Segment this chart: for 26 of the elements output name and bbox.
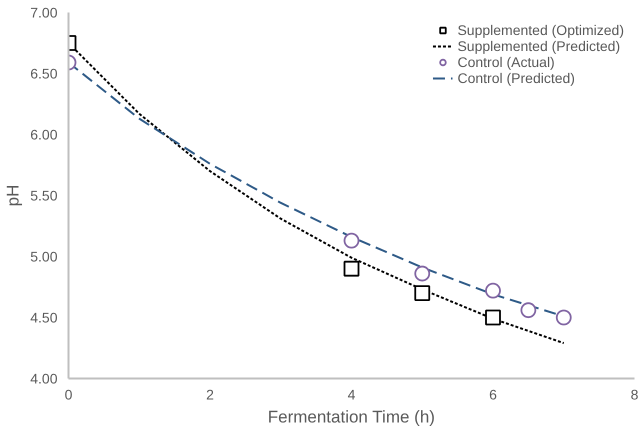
legend-label: Control (Actual) bbox=[457, 54, 555, 70]
x-tick-label: 8 bbox=[630, 386, 639, 402]
y-tick-label: 6.00 bbox=[30, 126, 58, 142]
x-tick-label: 0 bbox=[64, 386, 73, 402]
legend-label: Supplemented (Predicted) bbox=[457, 38, 620, 54]
point bbox=[414, 285, 430, 301]
y-tick-label: 5.00 bbox=[30, 248, 58, 264]
point bbox=[556, 310, 572, 326]
point bbox=[344, 232, 360, 249]
point bbox=[485, 282, 501, 299]
point bbox=[414, 266, 430, 282]
legend-label: Supplemented (Optimized) bbox=[457, 22, 624, 38]
point bbox=[485, 310, 501, 326]
legend-label: Control (Predicted) bbox=[457, 70, 575, 86]
x-axis-title: Fermentation Time (h) bbox=[268, 408, 435, 426]
y-tick-label: 5.50 bbox=[30, 188, 58, 204]
point bbox=[520, 302, 536, 318]
y-tick-label: 4.50 bbox=[30, 310, 58, 326]
x-tick-label: 2 bbox=[206, 386, 214, 402]
y-tick-label: 7.00 bbox=[30, 4, 58, 20]
y-tick-label: 4.00 bbox=[30, 370, 58, 386]
x-tick-label: 6 bbox=[489, 386, 498, 402]
y-tick-label: 6.50 bbox=[30, 66, 58, 82]
x-tick-label: 4 bbox=[348, 386, 356, 402]
y-axis-title: pH bbox=[3, 184, 22, 206]
point bbox=[344, 260, 360, 277]
